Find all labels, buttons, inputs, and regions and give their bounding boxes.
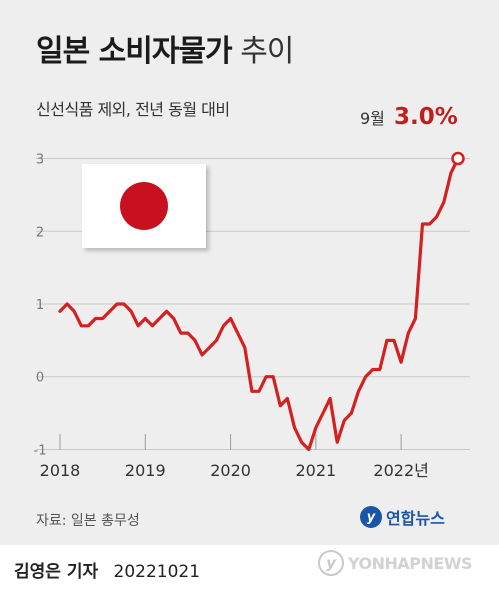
yonhap-logo-text: 연합뉴스	[386, 509, 445, 528]
title-main: 일본 소비자물가	[36, 34, 233, 69]
cpi-series-line	[58, 156, 460, 452]
y-tick-label: 2	[36, 225, 44, 240]
chart-subtitle: 신선식품 제외, 전년 동월 대비	[36, 100, 230, 119]
cpi-line-chart: 3 2 1 0 -1 2018 2019 2020 2021 2022년	[34, 151, 470, 480]
publish-date: 20221021	[113, 562, 201, 582]
page-title: 일본 소비자물가 추이	[36, 26, 294, 70]
series-layer	[58, 151, 465, 452]
watermark-text: YONHAPNEWS	[348, 553, 473, 573]
flag-sun-disc	[120, 182, 168, 230]
source-note: 자료: 일본 총무성	[36, 513, 140, 529]
x-tick-label: 2018	[40, 461, 81, 480]
y-tick-label: 1	[36, 298, 44, 313]
y-tick-label: 0	[36, 371, 44, 386]
watermark: y YONHAPNEWS	[318, 549, 473, 577]
latest-point-marker	[451, 151, 465, 166]
x-tick-label: 2022년	[373, 461, 428, 480]
y-tick-label: 3	[36, 153, 44, 168]
callout-month: 9월	[360, 109, 385, 128]
x-tick-label: 2020	[210, 461, 251, 480]
x-axis: 2018 2019 2020 2021 2022년	[40, 461, 429, 480]
reporter-name: 김영은 기자	[14, 562, 99, 582]
title-sub: 추이	[240, 34, 294, 69]
yonhap-logo: y 연합뉴스	[360, 504, 445, 530]
chart-panel	[0, 0, 499, 545]
x-tick-label: 2019	[125, 461, 166, 480]
watermark-logo-icon: y	[318, 550, 344, 576]
y-tick-label: -1	[34, 443, 47, 458]
x-tick-label: 2021	[295, 461, 336, 480]
credit-line: 김영은 기자 20221021	[14, 557, 200, 582]
japan-flag-icon	[82, 164, 206, 248]
callout-value: 3.0%	[394, 104, 458, 130]
latest-value-callout: 9월 3.0%	[360, 104, 458, 130]
yonhap-logo-icon: y	[360, 506, 382, 528]
y-axis: 3 2 1 0 -1	[34, 153, 47, 459]
